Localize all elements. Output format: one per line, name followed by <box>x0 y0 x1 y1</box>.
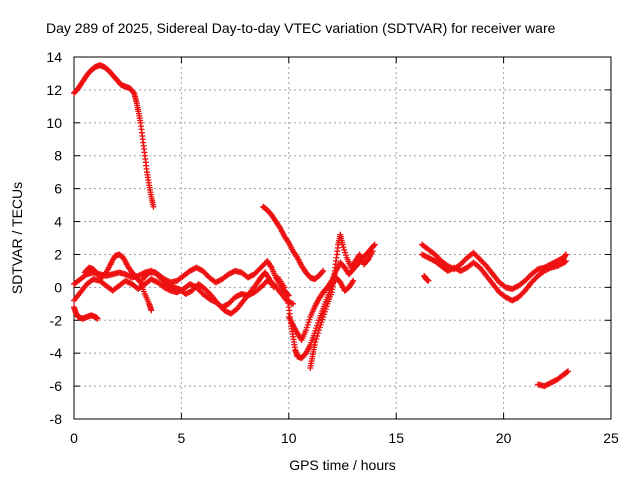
x-tick-label: 5 <box>178 430 186 446</box>
data-point <box>290 300 297 307</box>
y-axis-ticks: -8 -6 -4 -2 0 2 4 6 8 10 12 14 <box>46 49 611 427</box>
plot-frame <box>73 56 612 420</box>
data-point <box>425 277 432 284</box>
series-morning-c <box>81 251 155 314</box>
data-point <box>283 292 290 299</box>
chart-title: Day 289 of 2025, Sidereal Day-to-day VTE… <box>46 20 556 36</box>
data-point <box>350 277 357 284</box>
data-point <box>311 341 318 348</box>
series-post-gap-b <box>418 251 569 304</box>
data-point <box>94 315 101 322</box>
y-tick-label: -4 <box>50 345 63 361</box>
data-point <box>150 203 157 210</box>
y-tick-label: 2 <box>54 246 62 262</box>
series-early-low <box>71 304 101 322</box>
data-point <box>136 278 143 285</box>
series-morning-d <box>139 269 277 317</box>
x-axis-ticks: 0 5 10 15 20 25 <box>70 57 619 446</box>
data-marks <box>71 62 572 390</box>
data-point <box>313 336 320 343</box>
data-point <box>564 368 571 375</box>
x-tick-label: 15 <box>388 430 404 446</box>
data-point <box>267 263 274 270</box>
gridlines <box>74 57 611 419</box>
data-point <box>565 368 572 375</box>
y-tick-label: -8 <box>50 411 63 427</box>
data-point <box>371 241 378 248</box>
y-tick-label: -6 <box>50 378 63 394</box>
series-spike-descent <box>260 203 327 283</box>
y-axis-label: SDTVAR / TECUs <box>9 182 25 294</box>
data-point <box>270 284 277 291</box>
data-point <box>562 258 569 265</box>
data-point <box>312 338 319 345</box>
data-point <box>284 296 291 303</box>
y-tick-label: 10 <box>46 115 62 131</box>
data-point <box>315 330 322 337</box>
data-point <box>314 333 321 340</box>
x-axis-label: GPS time / hours <box>289 457 396 473</box>
data-point <box>369 248 376 255</box>
data-point <box>370 242 377 249</box>
data-point <box>319 268 326 275</box>
data-point <box>281 284 288 291</box>
y-tick-label: -2 <box>50 312 63 328</box>
y-tick-label: 14 <box>46 49 62 65</box>
series-late-low <box>534 368 572 390</box>
data-point <box>320 267 327 274</box>
data-point <box>284 300 291 307</box>
data-point <box>349 279 356 286</box>
y-tick-label: 6 <box>54 181 62 197</box>
series-dip-c <box>307 231 376 371</box>
data-point <box>562 251 569 258</box>
x-tick-label: 25 <box>603 430 619 446</box>
y-tick-label: 0 <box>54 279 62 295</box>
x-tick-label: 20 <box>496 430 512 446</box>
data-point <box>148 307 155 314</box>
y-tick-label: 8 <box>54 148 62 164</box>
y-tick-label: 12 <box>46 82 62 98</box>
x-tick-label: 0 <box>70 430 78 446</box>
data-point <box>282 288 289 295</box>
y-tick-label: 4 <box>54 214 62 230</box>
x-tick-label: 10 <box>281 430 297 446</box>
series-post-gap-short <box>421 272 432 284</box>
series-arc-high <box>71 62 157 210</box>
